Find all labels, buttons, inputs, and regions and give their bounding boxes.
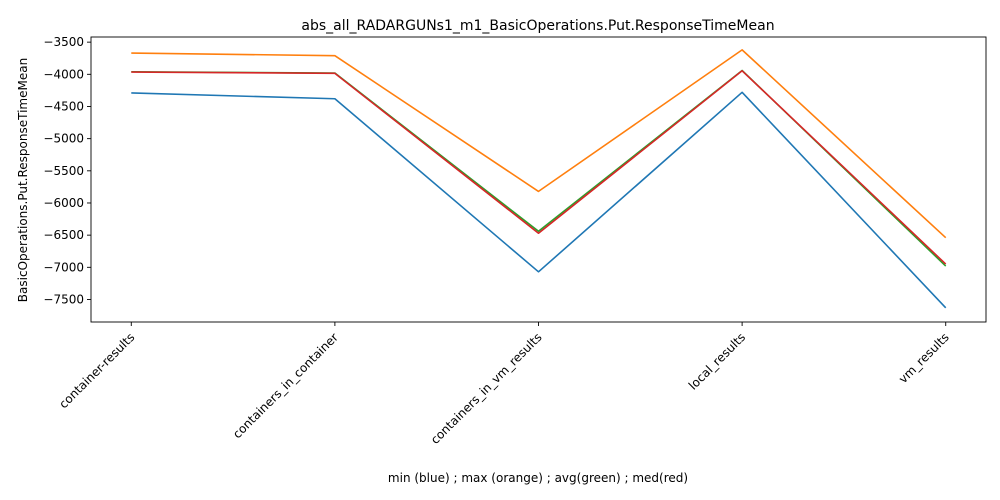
x-tick-label-1: containers_in_container [230,330,341,441]
plot-area: −3500 −4000 −4500 −5000 −5500 −6000 −6500 −7000… [43,35,987,447]
x-tick-label-3: local_results [686,330,748,392]
chart-title: abs_all_RADARGUNs1_m1_BasicOperations.Pu… [301,18,774,34]
y-tick-label-0: −3500 [43,35,84,49]
y-tick-label-7: −7000 [43,260,84,274]
x-tick-label-2: containers_in_vm_results [428,330,545,447]
x-tick-label-0: container-results [56,330,137,411]
plot-frame [90,36,987,323]
x-axis-label: min (blue) ; max (orange) ; avg(green) ;… [388,471,688,485]
y-tick-label-4: −5500 [43,164,84,178]
y-tick-label-3: −5000 [43,132,84,146]
series-line-3 [131,69,947,265]
x-tick-label-4: vm_results [896,330,952,386]
series-line-1 [131,49,947,239]
y-tick-label-2: −4500 [43,99,84,113]
y-tick-label-6: −6500 [43,228,84,242]
y-tick-label-1: −4000 [43,67,84,81]
y-tick-label-8: −7500 [43,292,84,306]
series-line-0 [131,91,947,309]
y-axis-label: BasicOperations.Put.ResponseTimeMean [16,58,30,302]
series-line-2 [131,69,947,267]
y-tick-label-5: −6000 [43,196,84,210]
